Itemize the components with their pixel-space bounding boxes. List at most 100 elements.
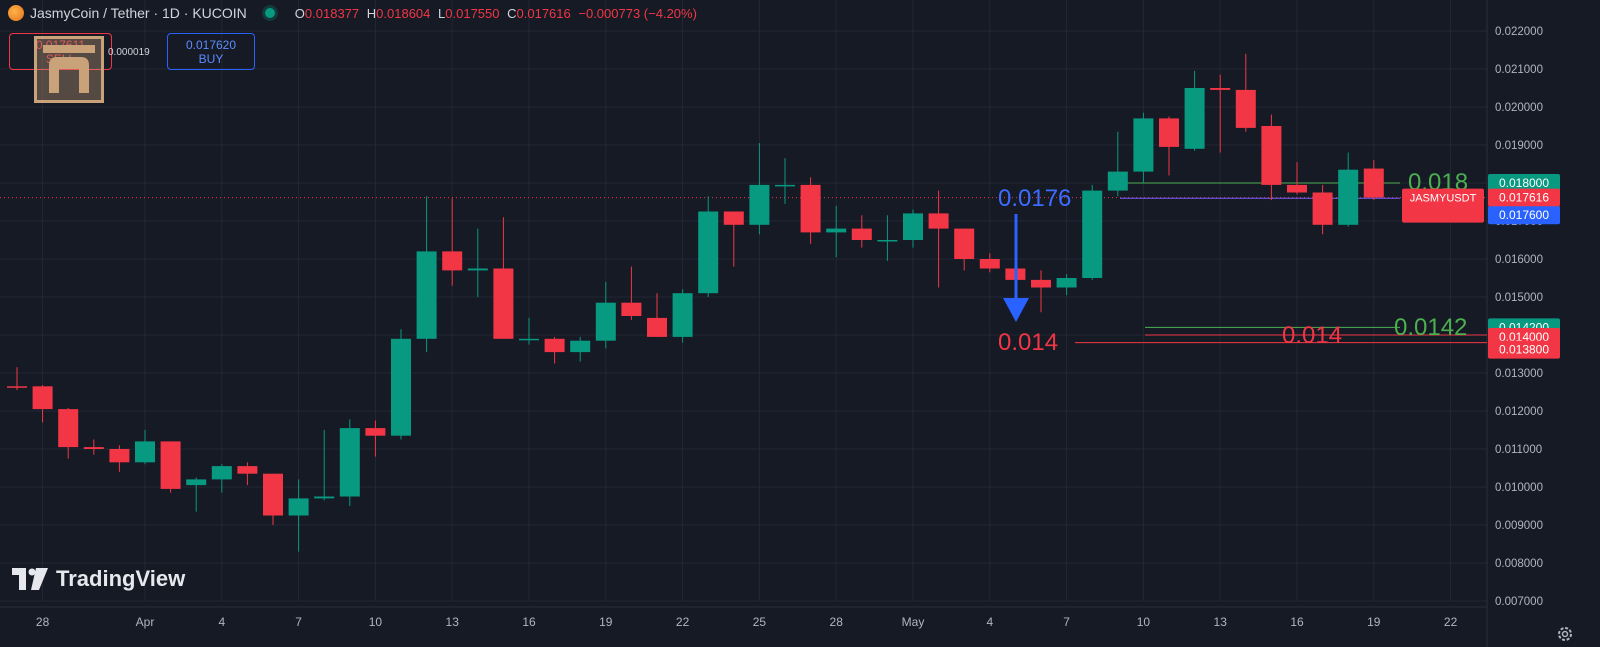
candle-body — [288, 498, 309, 516]
y-tick-label: 0.020000 — [1495, 102, 1543, 114]
y-tick-label: 0.010000 — [1495, 482, 1543, 494]
ohlc-readout: O0.018377 H0.018604 L0.017550 C0.017616 … — [294, 5, 697, 21]
tradingview-wordmark: TradingView — [56, 566, 186, 591]
candle-body — [391, 338, 411, 436]
candle-body — [339, 428, 360, 497]
candle-body — [826, 228, 847, 233]
price-label-box — [1488, 340, 1560, 359]
coin-icon — [8, 5, 24, 21]
x-tick-label: 22 — [1444, 615, 1458, 629]
candle-body — [314, 496, 335, 499]
buy-label: BUY — [198, 52, 224, 66]
y-tick-label: 0.008000 — [1495, 558, 1543, 570]
buy-price: 0.017620 — [185, 38, 237, 52]
y-tick-label: 0.022000 — [1495, 26, 1543, 38]
candle-body — [160, 441, 181, 489]
tradingview-icon — [12, 568, 48, 590]
price-label-text: 0.017616 — [1499, 191, 1549, 205]
buy-button[interactable]: 0.017620 BUY — [167, 33, 255, 70]
x-tick-label: 13 — [446, 615, 460, 629]
x-tick-label: 10 — [1137, 615, 1151, 629]
y-tick-label: 0.016000 — [1495, 254, 1543, 266]
change-value: −0.000773 (−4.20%) — [578, 5, 697, 21]
y-tick-label: 0.011000 — [1495, 444, 1542, 456]
annotation-label: 0.014 — [998, 329, 1058, 356]
candle-body — [570, 340, 591, 353]
x-tick-label: 22 — [676, 615, 690, 629]
candle-body — [775, 184, 795, 187]
arch-icon — [43, 45, 95, 93]
price-label-text: 0.017600 — [1499, 208, 1549, 222]
candle-body — [1056, 278, 1077, 288]
price-label-text: 0.018000 — [1499, 176, 1549, 190]
candle-body — [1082, 190, 1103, 278]
price-label-box — [1488, 206, 1560, 225]
candle-body — [1338, 169, 1359, 225]
annotation-label: 0.0176 — [998, 185, 1071, 212]
candle-body — [1133, 118, 1154, 172]
candle-body — [442, 251, 463, 271]
price-label-box — [1488, 174, 1560, 192]
candle-body — [544, 338, 565, 353]
symbol-header[interactable]: JasmyCoin / Tether · 1D · KUCOIN O0.0183… — [8, 3, 701, 23]
symbol-title[interactable]: JasmyCoin / Tether · 1D · KUCOIN — [30, 5, 247, 21]
price-label-box — [1488, 188, 1560, 207]
candle-body — [135, 441, 155, 463]
candle-body — [749, 184, 770, 225]
candle-body — [621, 302, 642, 316]
candle-body — [7, 386, 27, 388]
candle-body — [1159, 118, 1179, 147]
candle-body — [365, 428, 386, 436]
x-tick-label: 4 — [218, 615, 225, 629]
candle-body — [186, 479, 207, 486]
candle-body — [416, 251, 437, 339]
candle-body — [672, 293, 693, 337]
x-tick-label: 28 — [36, 615, 50, 629]
candle-body — [1210, 88, 1231, 90]
x-tick-label: 28 — [830, 615, 844, 629]
candle-body — [237, 466, 258, 474]
symbol-label-box — [1402, 188, 1484, 223]
down-arrow-icon — [1003, 298, 1029, 322]
candle-body — [1031, 279, 1051, 288]
y-tick-label: 0.007000 — [1495, 596, 1543, 608]
candle-body — [1107, 171, 1128, 191]
candle-body — [467, 268, 488, 271]
candle-body — [595, 302, 616, 341]
tradingview-logo[interactable]: TradingView — [12, 566, 185, 592]
settings-gear-icon[interactable] — [1556, 625, 1574, 643]
candle-body — [263, 473, 283, 516]
candle-body — [1184, 88, 1205, 149]
market-status-icon — [264, 8, 275, 18]
candle-body — [1287, 184, 1307, 193]
candle-body — [723, 211, 744, 225]
x-tick-label: 10 — [369, 615, 383, 629]
annotation-label: 0.0142 — [1394, 314, 1467, 341]
annotation-label: 0.014 — [1282, 322, 1342, 349]
candle-body — [903, 213, 923, 240]
candle-body — [211, 466, 232, 480]
candle-body — [109, 449, 130, 463]
candle-body — [979, 259, 1000, 269]
x-tick-label: 16 — [522, 615, 536, 629]
x-tick-label: 16 — [1290, 615, 1304, 629]
candle-body — [954, 228, 975, 259]
candle-body — [647, 317, 667, 337]
x-tick-label: 25 — [753, 615, 767, 629]
watermark-logo — [34, 36, 104, 103]
y-tick-label: 0.021000 — [1495, 64, 1543, 76]
y-tick-label: 0.009000 — [1495, 520, 1543, 532]
candle-body — [32, 386, 53, 410]
x-tick-label: 13 — [1214, 615, 1228, 629]
candle-body — [1235, 89, 1256, 128]
x-tick-label: 19 — [1367, 615, 1381, 629]
x-tick-label: 7 — [1063, 615, 1070, 629]
x-tick-label: 4 — [986, 615, 993, 629]
spread-value: 0.000019 — [108, 47, 150, 58]
candle-body — [800, 184, 821, 233]
y-tick-label: 0.013000 — [1495, 368, 1543, 380]
candle-body — [928, 213, 949, 229]
y-tick-label: 0.019000 — [1495, 140, 1543, 152]
